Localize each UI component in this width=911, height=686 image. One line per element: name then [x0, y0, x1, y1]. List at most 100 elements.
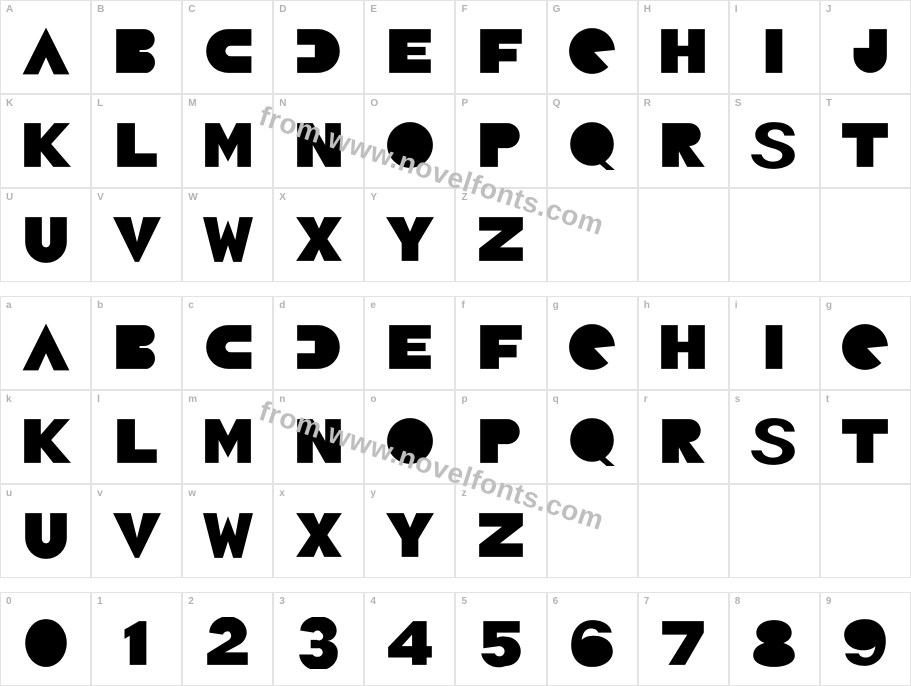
cell-label: N [279, 98, 286, 109]
glyph [293, 213, 345, 265]
glyph-cell: k [0, 390, 91, 484]
glyph-cell: t [820, 390, 911, 484]
glyph [475, 25, 527, 77]
glyph [566, 119, 618, 171]
cell-label: O [370, 98, 378, 109]
glyph-cell: g [820, 296, 911, 390]
glyph [748, 321, 800, 373]
cell-label: d [279, 300, 285, 311]
cell-label: y [370, 488, 376, 499]
glyph-cell: n [273, 390, 364, 484]
cell-label: 7 [644, 596, 650, 607]
glyph [475, 119, 527, 171]
row-spacer [0, 578, 911, 592]
glyph-cell: U [0, 188, 91, 282]
cell-label: u [6, 488, 12, 499]
glyph [748, 415, 800, 467]
cell-label: q [553, 394, 559, 405]
glyph [202, 25, 254, 77]
glyph-cell: 0 [0, 592, 91, 686]
glyph [20, 321, 72, 373]
glyph [202, 617, 254, 669]
glyph-cell: I [729, 0, 820, 94]
glyph [384, 25, 436, 77]
cell-label: g [553, 300, 559, 311]
glyph-grid: ABCDEFGHIJKLMNOPQRSTUVWXYZabcdefghigklmn… [0, 0, 911, 686]
glyph-cell: g [547, 296, 638, 390]
glyph-cell: Y [364, 188, 455, 282]
glyph-cell: c [182, 296, 273, 390]
glyph-cell [729, 484, 820, 578]
glyph [293, 415, 345, 467]
cell-label: Z [461, 192, 467, 203]
glyph [566, 321, 618, 373]
glyph-cell: 5 [455, 592, 546, 686]
cell-label: Q [553, 98, 561, 109]
glyph [475, 617, 527, 669]
cell-label: D [279, 4, 286, 15]
glyph-cell: w [182, 484, 273, 578]
glyph-cell: O [364, 94, 455, 188]
glyph-cell: a [0, 296, 91, 390]
glyph-cell: X [273, 188, 364, 282]
cell-label: o [370, 394, 376, 405]
glyph [748, 25, 800, 77]
glyph [657, 25, 709, 77]
glyph [293, 321, 345, 373]
cell-label: x [279, 488, 285, 499]
cell-label: G [553, 4, 561, 15]
glyph [384, 119, 436, 171]
cell-label: S [735, 98, 742, 109]
cell-label: 0 [6, 596, 12, 607]
glyph-cell: C [182, 0, 273, 94]
glyph-cell: G [547, 0, 638, 94]
glyph [384, 213, 436, 265]
glyph-cell: 9 [820, 592, 911, 686]
glyph [111, 321, 163, 373]
cell-label: 9 [826, 596, 832, 607]
glyph-cell [820, 484, 911, 578]
glyph-cell: 8 [729, 592, 820, 686]
glyph-cell: q [547, 390, 638, 484]
glyph-cell: b [91, 296, 182, 390]
cell-label: v [97, 488, 103, 499]
glyph-cell: M [182, 94, 273, 188]
cell-label: H [644, 4, 651, 15]
glyph-cell [729, 188, 820, 282]
glyph [111, 119, 163, 171]
glyph-cell: r [638, 390, 729, 484]
cell-label: s [735, 394, 741, 405]
glyph-cell [820, 188, 911, 282]
glyph [839, 25, 891, 77]
glyph-cell: L [91, 94, 182, 188]
cell-label: F [461, 4, 467, 15]
glyph [657, 617, 709, 669]
cell-label: n [279, 394, 285, 405]
cell-label: T [826, 98, 832, 109]
glyph-cell: x [273, 484, 364, 578]
glyph-cell: 4 [364, 592, 455, 686]
glyph-cell: N [273, 94, 364, 188]
glyph [202, 509, 254, 561]
glyph [384, 617, 436, 669]
cell-label: f [461, 300, 464, 311]
glyph [20, 617, 72, 669]
glyph-cell: J [820, 0, 911, 94]
cell-label: V [97, 192, 104, 203]
glyph-cell [638, 484, 729, 578]
glyph-cell: F [455, 0, 546, 94]
glyph [20, 25, 72, 77]
glyph [111, 509, 163, 561]
glyph [475, 415, 527, 467]
glyph [293, 509, 345, 561]
glyph-cell: m [182, 390, 273, 484]
glyph [657, 119, 709, 171]
glyph-cell: o [364, 390, 455, 484]
glyph-cell: E [364, 0, 455, 94]
glyph [111, 213, 163, 265]
cell-label: t [826, 394, 829, 405]
glyph [839, 119, 891, 171]
cell-label: E [370, 4, 377, 15]
cell-label: X [279, 192, 286, 203]
glyph-cell: B [91, 0, 182, 94]
